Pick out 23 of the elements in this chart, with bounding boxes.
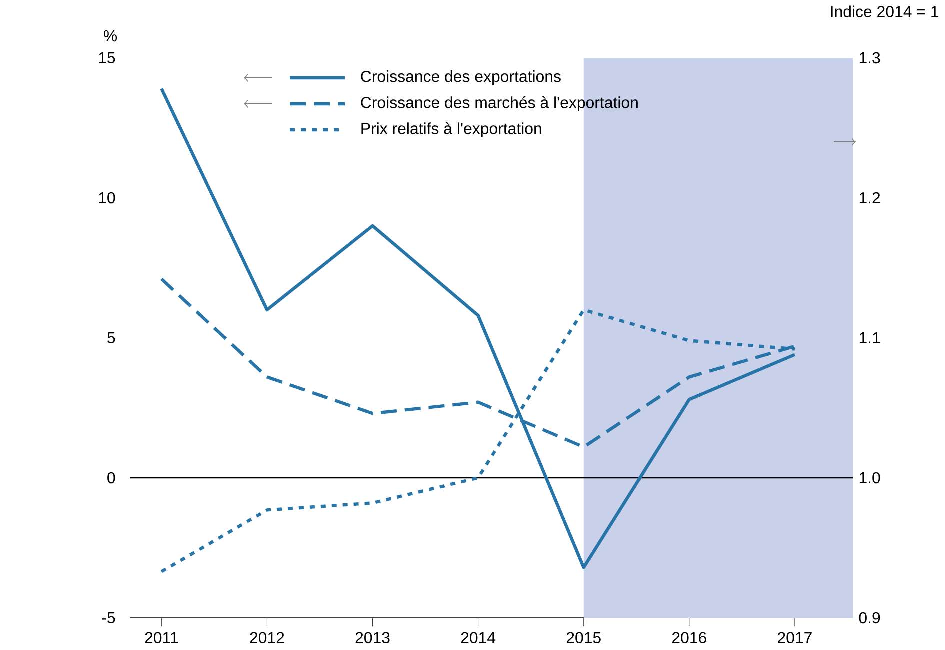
y2-tick-label: 1.3	[860, 52, 880, 64]
legend-label: Croissance des exportations	[361, 70, 561, 86]
y2-tick-label: 1.2	[860, 192, 880, 204]
y2-tick-label: 1.0	[860, 472, 880, 484]
y2-tick-label: 1.1	[860, 332, 880, 344]
x-tick-label: 2017	[778, 632, 812, 644]
y-tick-label: 5	[108, 332, 116, 344]
y2-axis-title: Indice 2014 = 1	[831, 6, 939, 18]
line-series	[160, 87, 797, 570]
x-tick-label: 2013	[356, 632, 390, 644]
y-axis-title: %	[104, 30, 118, 42]
x-tick-label: 2015	[566, 632, 601, 644]
y-tick-label: -5	[102, 612, 116, 624]
x-tick-label: 2014	[461, 632, 496, 644]
legend-label: Croissance des marchés à l'exportation	[361, 96, 638, 112]
x-tick-label: 2016	[672, 632, 706, 644]
x-tick-label: 2012	[250, 632, 284, 644]
legend-label: Prix relatifs à l'exportation	[362, 122, 542, 138]
y2-tick-label: 0.9	[859, 612, 880, 624]
x-tick-label: 2011	[145, 632, 178, 644]
y-tick-label: 15	[99, 52, 116, 64]
y-tick-label: 0	[108, 472, 116, 484]
y-tick-label: 10	[99, 192, 116, 204]
